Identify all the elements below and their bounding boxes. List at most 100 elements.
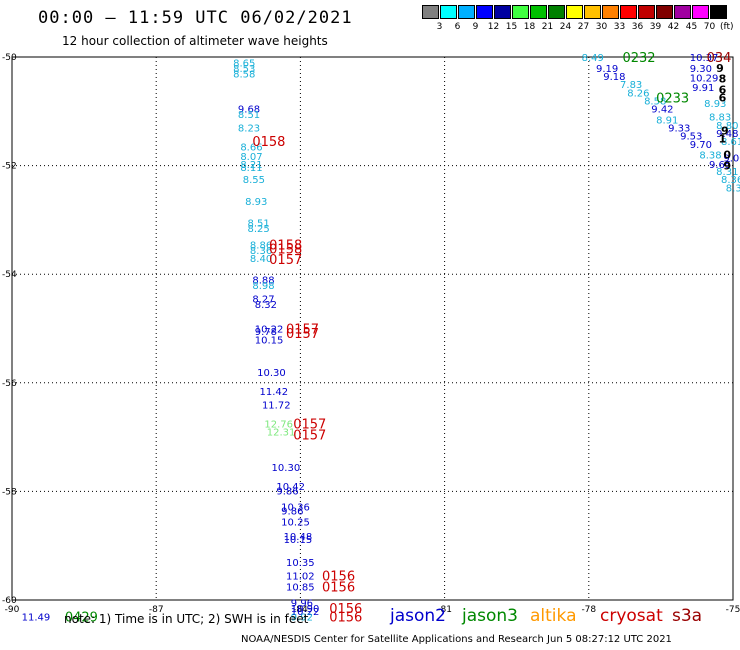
wave-height-reading: 9.65 — [709, 160, 731, 171]
pass-label: 0157 — [269, 253, 302, 268]
wave-height-reading: 10.29 — [690, 74, 719, 85]
legend-label: 70 — [703, 22, 716, 32]
map-subtitle: 12 hour collection of altimeter wave hei… — [62, 34, 328, 48]
wave-height-reading: 8.58 — [644, 96, 666, 107]
satellite-cryosat: cryosat — [600, 606, 663, 626]
legend-swatch — [458, 5, 475, 19]
wave-height-reading: 9.30 — [690, 64, 712, 75]
lat-tick-label: -54 — [2, 270, 17, 280]
pass-label: 0157 — [286, 323, 319, 338]
wave-height-reading: 10.30 — [257, 368, 286, 379]
pass-label: 0157 — [286, 327, 319, 342]
wave-height-reading: 8.51 — [238, 110, 260, 121]
wave-height-reading: 10.90 — [291, 604, 320, 615]
pass-label: 0158 — [269, 243, 302, 258]
lat-tick-label: -50 — [2, 53, 17, 63]
legend-label: 42 — [667, 22, 680, 32]
wave-height-reading: 8.86 — [250, 240, 272, 251]
wave-height-reading: 8.21 — [240, 160, 262, 171]
lon-tick-label: -87 — [149, 605, 164, 615]
wave-height-reading: 10.35 — [286, 558, 315, 569]
wave-height-reading: 9.92 — [291, 612, 313, 623]
legend-swatch — [674, 5, 691, 19]
pass-label: 0158 — [269, 238, 302, 253]
wave-height-reading: 10.22 — [255, 325, 284, 336]
wave-height-reading: 9.68 — [238, 105, 260, 116]
legend-label: 33 — [613, 22, 626, 32]
wave-height-reading: 10.15 — [255, 335, 284, 346]
lon-tick-label: -84 — [293, 605, 308, 615]
wave-height-reading: 8.53 — [233, 64, 255, 75]
legend-label: 12 — [487, 22, 500, 32]
wave-height-reading: 9.96 — [291, 599, 313, 610]
legend-label: 18 — [523, 22, 536, 32]
map-title: 00:00 – 11:59 UTC 06/02/2021 — [38, 8, 353, 28]
wave-height-reading: 11.49 — [22, 612, 51, 623]
legend-label: 21 — [541, 22, 554, 32]
wave-height-reading: 10.15 — [284, 535, 313, 546]
wave-height-reading: 8.38 — [726, 183, 740, 194]
wave-height-reading: 10.22 — [291, 607, 320, 618]
legend-swatch — [638, 5, 655, 19]
pass-label: 0156 — [329, 610, 362, 625]
wave-height-reading: 8.80 — [716, 121, 738, 132]
wave-height-reading: 12.76 — [264, 420, 293, 431]
black-marker: 6 — [719, 84, 727, 97]
legend-swatch — [602, 5, 619, 19]
satellite-jason3: jason3 — [462, 606, 518, 626]
wave-height-reading: 8.93 — [704, 99, 726, 110]
legend-label: 24 — [559, 22, 572, 32]
wave-height-reading: 9.86 — [276, 486, 298, 497]
legend-swatch — [692, 5, 709, 19]
wave-height-reading: 9.70 — [690, 140, 712, 151]
lon-tick-label: -75 — [726, 605, 740, 615]
wave-height-reading: 9.78 — [255, 327, 277, 338]
wave-height-reading: 10.36 — [281, 503, 310, 514]
black-marker: 8 — [719, 73, 727, 86]
legend-label: 39 — [649, 22, 662, 32]
lon-tick-label: -78 — [581, 605, 596, 615]
wave-height-reading: 8.07 — [240, 152, 262, 163]
wave-height-reading: 9.48 — [716, 129, 738, 140]
legend-unit: (ft) — [720, 22, 734, 32]
satellite-jason2: jason2 — [390, 606, 446, 626]
wave-height-reading: 10.48 — [284, 532, 313, 543]
satellite-altika: altika — [530, 606, 577, 626]
wave-height-reading: 8.40 — [250, 254, 272, 265]
lon-tick-label: -81 — [437, 605, 452, 615]
pass-label: 0157 — [293, 418, 326, 433]
wave-height-reading: 8.25 — [248, 224, 270, 235]
wave-height-reading: 10.37 — [690, 53, 719, 64]
legend-swatch — [494, 5, 511, 19]
satellite-s3a: s3a — [672, 606, 703, 626]
wave-height-reading: 8.27 — [252, 295, 274, 306]
wave-height-reading: 8.65 — [233, 58, 255, 69]
wave-height-reading: 8.23 — [238, 124, 260, 135]
legend-swatch — [512, 5, 529, 19]
wave-height-reading: 10.85 — [286, 582, 315, 593]
legend-swatch — [566, 5, 583, 19]
wave-height-reading: 8.31 — [716, 167, 738, 178]
footer-note: note: 1) Time is in UTC; 2) SWH is in fe… — [64, 612, 309, 626]
lat-tick-label: -52 — [2, 162, 17, 172]
wave-height-reading: 8.88 — [252, 276, 274, 287]
legend-swatch — [440, 5, 457, 19]
wave-height-reading: 9.91 — [692, 83, 714, 94]
legend-swatch — [548, 5, 565, 19]
pass-label: 0158 — [252, 135, 285, 150]
legend-label: 9 — [472, 22, 479, 32]
wave-height-reading: 8.36 — [250, 246, 272, 257]
legend-label: 3 — [436, 22, 443, 32]
wave-height-reading: 10.42 — [276, 482, 305, 493]
footer-credit: NOAA/NESDIS Center for Satellite Applica… — [241, 634, 672, 645]
pass-label: 0429 — [65, 610, 98, 625]
wave-height-reading: 8.26 — [627, 88, 649, 99]
black-marker: 9 — [716, 62, 724, 75]
pass-label: 0233 — [656, 92, 689, 107]
legend-swatch — [656, 5, 673, 19]
wave-height-reading: 9.86 — [281, 506, 303, 517]
wave-height-reading: 9.18 — [603, 72, 625, 83]
pass-label: 0157 — [293, 428, 326, 443]
wave-height-reading: 8.38 — [699, 151, 721, 162]
